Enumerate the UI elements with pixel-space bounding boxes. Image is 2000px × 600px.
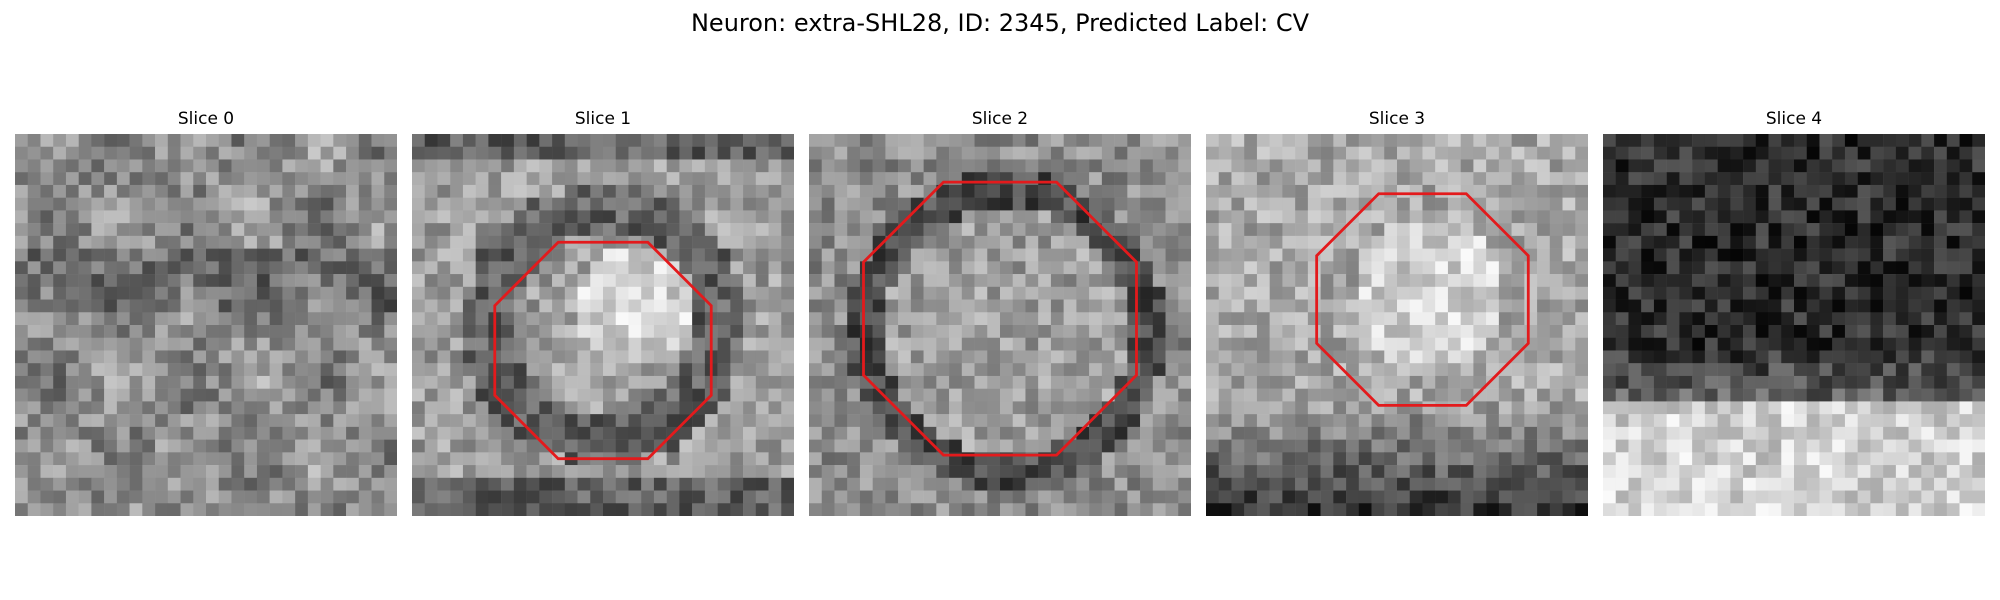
slice-panel-1: Slice 1 (412, 108, 794, 516)
slice-image (1206, 134, 1588, 516)
slice-title: Slice 1 (574, 109, 632, 129)
slice-title: Slice 0 (177, 109, 235, 129)
slice-image (1603, 134, 1985, 516)
slice-panel-3: Slice 3 (1206, 108, 1588, 516)
slice-title: Slice 4 (1765, 109, 1823, 129)
segmentation-contour (493, 240, 713, 461)
figure-title: Neuron: extra-SHL28, ID: 2345, Predicted… (690, 9, 1310, 37)
slice-title: Slice 3 (1368, 109, 1426, 129)
slice-panel-4: Slice 4 (1603, 108, 1985, 516)
segmentation-contour (862, 180, 1138, 457)
slice-image (412, 134, 794, 516)
segmentation-contour (1315, 192, 1530, 407)
slice-panel-0: Slice 0 (15, 108, 397, 516)
slice-title: Slice 2 (971, 109, 1029, 129)
slice-panel-2: Slice 2 (809, 108, 1191, 516)
slice-image (809, 134, 1191, 516)
slice-image (15, 134, 397, 516)
